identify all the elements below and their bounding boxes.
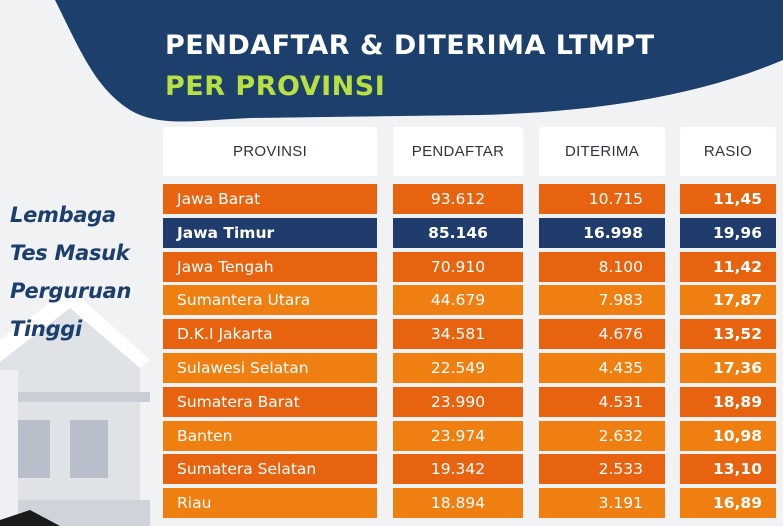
column-header-pendaftar: PENDAFTAR <box>393 127 523 176</box>
table-row: Sulawesi Selatan 22.549 4.435 17,36 <box>0 353 783 383</box>
cell-pendaftar: 18.894 <box>393 488 523 519</box>
cell-rasio: 19,96 <box>680 217 776 248</box>
cell-provinsi: Jawa Tengah <box>163 251 377 282</box>
side-caption-line: Lembaga <box>10 203 116 227</box>
cell-diterima: 4.435 <box>539 353 665 383</box>
title-line-1: PENDAFTAR & DITERIMA LTMPT <box>165 30 655 61</box>
title-line-2: PER PROVINSI <box>165 71 386 102</box>
side-caption: Lembaga Tes Masuk Perguruan Tinggi <box>10 196 131 348</box>
cell-pendaftar: 44.679 <box>393 285 523 316</box>
column-header-provinsi: PROVINSI <box>163 127 377 176</box>
cell-diterima: 7.983 <box>539 285 665 316</box>
table-row: D.K.I Jakarta 34.581 4.676 13,52 <box>0 319 783 350</box>
cell-rasio: 17,87 <box>680 285 776 316</box>
cell-provinsi: Jawa Barat <box>163 184 377 214</box>
cell-diterima: 16.998 <box>539 217 665 248</box>
cell-pendaftar: 22.549 <box>393 353 523 383</box>
cell-pendaftar: 93.612 <box>393 184 523 214</box>
table-row: Banten 23.974 2.632 10,98 <box>0 420 783 451</box>
cell-diterima: 2.632 <box>539 420 665 451</box>
table-row: Jawa Tengah 70.910 8.100 11,42 <box>0 251 783 282</box>
cell-diterima: 10.715 <box>539 184 665 214</box>
column-header-diterima: DITERIMA <box>539 127 665 176</box>
cell-diterima: 2.533 <box>539 454 665 485</box>
cell-pendaftar: 19.342 <box>393 454 523 485</box>
side-caption-line: Tes Masuk <box>10 241 130 265</box>
cell-provinsi: Sumantera Utara <box>163 285 377 316</box>
cell-provinsi: Sumatera Selatan <box>163 454 377 485</box>
cell-pendaftar: 34.581 <box>393 319 523 350</box>
table-row: Sumatera Selatan 19.342 2.533 13,10 <box>0 454 783 485</box>
house-illustration <box>0 288 150 526</box>
cell-rasio: 18,89 <box>680 386 776 417</box>
cell-rasio: 13,52 <box>680 319 776 350</box>
cell-rasio: 10,98 <box>680 420 776 451</box>
table-row: Jawa Timur 85.146 16.998 19,96 <box>0 217 783 248</box>
cell-rasio: 17,36 <box>680 353 776 383</box>
cell-rasio: 16,89 <box>680 488 776 519</box>
table-row: Sumatera Barat 23.990 4.531 18,89 <box>0 386 783 417</box>
cell-rasio: 13,10 <box>680 454 776 485</box>
cell-provinsi: D.K.I Jakarta <box>163 319 377 350</box>
side-caption-line: Perguruan <box>10 279 132 303</box>
cell-pendaftar: 70.910 <box>393 251 523 282</box>
cell-diterima: 4.531 <box>539 386 665 417</box>
cell-pendaftar: 23.974 <box>393 420 523 451</box>
cell-provinsi: Jawa Timur <box>163 217 377 248</box>
cell-rasio: 11,45 <box>680 184 776 214</box>
column-header-rasio: RASIO <box>680 127 776 176</box>
cell-pendaftar: 23.990 <box>393 386 523 417</box>
cell-diterima: 8.100 <box>539 251 665 282</box>
table-row: Riau 18.894 3.191 16,89 <box>0 488 783 519</box>
cell-diterima: 4.676 <box>539 319 665 350</box>
cell-provinsi: Sumatera Barat <box>163 386 377 417</box>
side-caption-line: Tinggi <box>10 317 82 341</box>
cell-provinsi: Riau <box>163 488 377 519</box>
cell-pendaftar: 85.146 <box>393 217 523 248</box>
cell-provinsi: Sulawesi Selatan <box>163 353 377 383</box>
table-row: Jawa Barat 93.612 10.715 11,45 <box>0 184 783 214</box>
cell-diterima: 3.191 <box>539 488 665 519</box>
cell-rasio: 11,42 <box>680 251 776 282</box>
table-row: Sumantera Utara 44.679 7.983 17,87 <box>0 285 783 316</box>
cell-provinsi: Banten <box>163 420 377 451</box>
